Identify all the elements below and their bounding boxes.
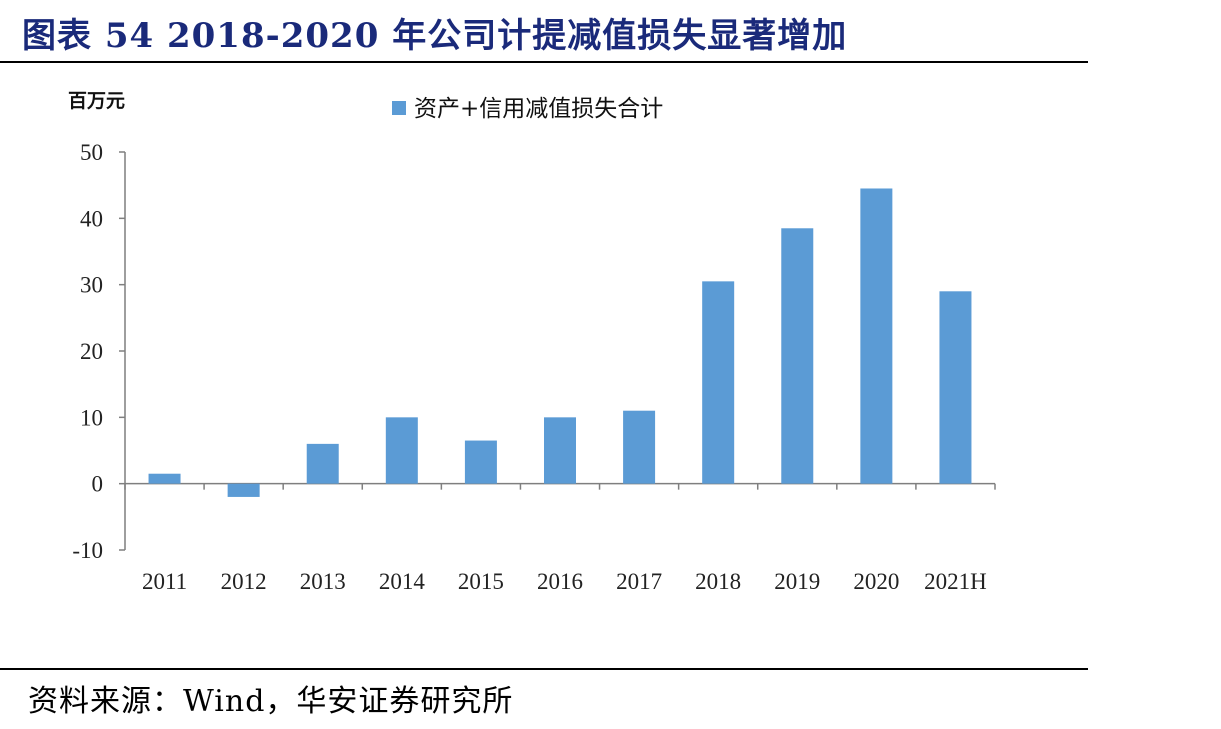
y-tick-label: 0 bbox=[92, 472, 104, 497]
x-tick-label: 2017 bbox=[616, 569, 662, 594]
bar-2015 bbox=[464, 440, 497, 484]
x-tick-label: 2013 bbox=[300, 569, 346, 594]
top-rule bbox=[0, 61, 1088, 63]
figure-title: 图表 54 2018-2020 年公司计提减值损失显著增加 bbox=[22, 16, 848, 56]
x-tick-label: 2020 bbox=[853, 569, 899, 594]
x-tick-label: 2012 bbox=[221, 569, 267, 594]
y-ticks: -10 0 10 20 30 40 50 bbox=[72, 140, 125, 563]
bar-2011 bbox=[148, 473, 181, 484]
source-note: 资料来源：Wind，华安证券研究所 bbox=[28, 684, 514, 719]
y-tick-label: 40 bbox=[80, 206, 103, 231]
x-tick-label: 2015 bbox=[458, 569, 504, 594]
y-tick-label: 50 bbox=[80, 140, 103, 165]
x-tick-label: 2019 bbox=[774, 569, 820, 594]
bar-2014 bbox=[385, 417, 418, 484]
bar-2013 bbox=[306, 443, 339, 484]
x-tick-label: 2018 bbox=[695, 569, 741, 594]
bar-2019 bbox=[781, 228, 814, 484]
x-tick-label: 2011 bbox=[142, 569, 187, 594]
bar-2021H bbox=[939, 291, 972, 484]
x-tick-label: 2014 bbox=[379, 569, 426, 594]
legend-label: 资产+信用减值损失合计 bbox=[414, 96, 663, 122]
bottom-rule bbox=[0, 668, 1088, 670]
bar-2018 bbox=[702, 281, 735, 484]
legend-swatch bbox=[392, 101, 406, 115]
legend: 资产+信用减值损失合计 bbox=[392, 96, 663, 122]
x-tick-label: 2016 bbox=[537, 569, 583, 594]
unit-label: 百万元 bbox=[68, 90, 125, 112]
x-ticks: 2011 2012 2013 2014 2015 2016 2017 2018 2019 2020… bbox=[142, 569, 987, 594]
bar-2012 bbox=[227, 483, 260, 497]
y-tick-label: 20 bbox=[80, 339, 103, 364]
bars bbox=[148, 188, 972, 497]
bar-2020 bbox=[860, 188, 893, 484]
y-tick-label: -10 bbox=[72, 538, 103, 563]
y-tick-label: 30 bbox=[80, 273, 103, 298]
x-tick-label: 2021H bbox=[924, 569, 987, 594]
y-tick-label: 10 bbox=[80, 405, 103, 430]
bar-2017 bbox=[623, 410, 656, 484]
bar-2016 bbox=[544, 417, 576, 484]
